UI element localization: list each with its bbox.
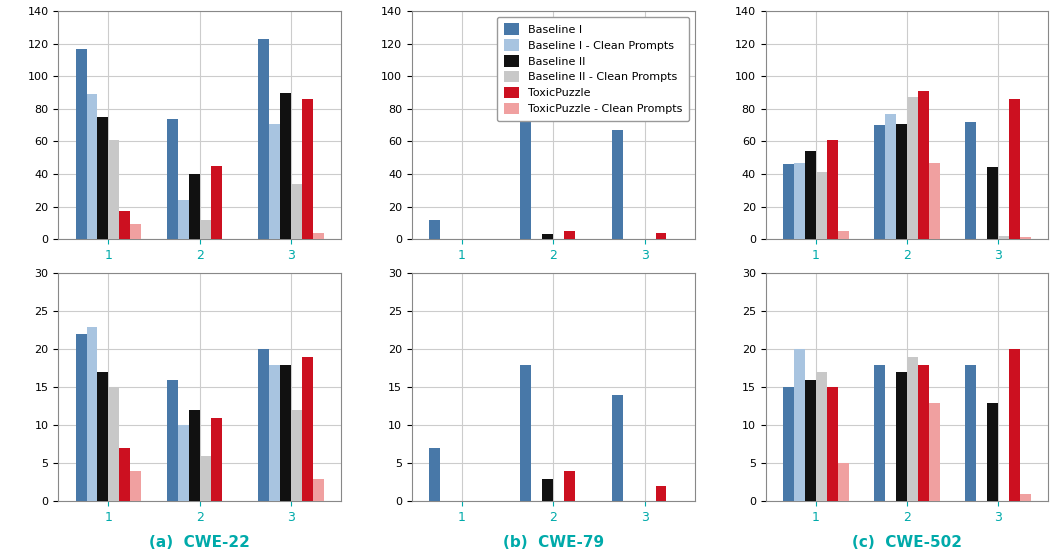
Bar (794, 163, 805, 239)
Bar (312, 478, 324, 501)
Bar (211, 166, 221, 239)
Bar (280, 92, 291, 239)
Bar (838, 231, 848, 239)
Bar (929, 163, 939, 239)
Bar (189, 410, 200, 501)
Bar (178, 426, 189, 501)
Bar (896, 372, 907, 501)
Bar (291, 410, 302, 501)
Bar (966, 122, 976, 239)
Bar (200, 219, 211, 239)
Bar (999, 236, 1009, 239)
Bar (987, 403, 999, 501)
Bar (97, 117, 108, 239)
Bar (805, 151, 815, 239)
X-axis label: (c)  CWE-502: (c) CWE-502 (851, 535, 962, 550)
Bar (656, 486, 666, 501)
Bar (520, 364, 532, 501)
Bar (429, 448, 441, 501)
X-axis label: (a)  CWE-22: (a) CWE-22 (149, 535, 250, 550)
Bar (97, 372, 108, 501)
Bar (896, 124, 907, 239)
Bar (815, 372, 827, 501)
Bar (907, 357, 918, 501)
Bar (520, 109, 532, 239)
Bar (874, 125, 885, 239)
Bar (794, 349, 805, 501)
Bar (258, 39, 269, 239)
Bar (258, 349, 269, 501)
Bar (874, 364, 885, 501)
Bar (75, 334, 87, 501)
Bar (918, 364, 929, 501)
Bar (966, 364, 976, 501)
Bar (108, 140, 120, 239)
Bar (429, 219, 441, 239)
Bar (120, 212, 130, 239)
Bar (542, 478, 554, 501)
Bar (269, 124, 280, 239)
Bar (1020, 237, 1031, 239)
Bar (178, 200, 189, 239)
Bar (1020, 494, 1031, 501)
Bar (885, 114, 896, 239)
Bar (108, 387, 120, 501)
Bar (130, 224, 141, 239)
Bar (805, 380, 815, 501)
Bar (827, 387, 838, 501)
Bar (783, 387, 794, 501)
Bar (269, 364, 280, 501)
Bar (987, 168, 999, 239)
Bar (815, 172, 827, 239)
Bar (75, 48, 87, 239)
Bar (211, 418, 221, 501)
Bar (87, 94, 97, 239)
Legend: Baseline I, Baseline I - Clean Prompts, Baseline II, Baseline II - Clean Prompts: Baseline I, Baseline I - Clean Prompts, … (497, 17, 689, 121)
Bar (167, 380, 178, 501)
Bar (564, 231, 575, 239)
Bar (302, 357, 312, 501)
Bar (929, 403, 939, 501)
Bar (130, 471, 141, 501)
Bar (1009, 349, 1020, 501)
Bar (280, 364, 291, 501)
Bar (1009, 99, 1020, 239)
Bar (87, 326, 97, 501)
Bar (783, 164, 794, 239)
Bar (564, 471, 575, 501)
Bar (167, 119, 178, 239)
X-axis label: (b)  CWE-79: (b) CWE-79 (503, 535, 604, 550)
Bar (120, 448, 130, 501)
Bar (312, 233, 324, 239)
Bar (291, 184, 302, 239)
Bar (542, 234, 554, 239)
Bar (302, 99, 312, 239)
Bar (656, 233, 666, 239)
Bar (918, 91, 929, 239)
Bar (827, 140, 838, 239)
Bar (612, 130, 623, 239)
Bar (838, 463, 848, 501)
Bar (612, 395, 623, 501)
Bar (907, 97, 918, 239)
Bar (200, 456, 211, 501)
Bar (189, 174, 200, 239)
